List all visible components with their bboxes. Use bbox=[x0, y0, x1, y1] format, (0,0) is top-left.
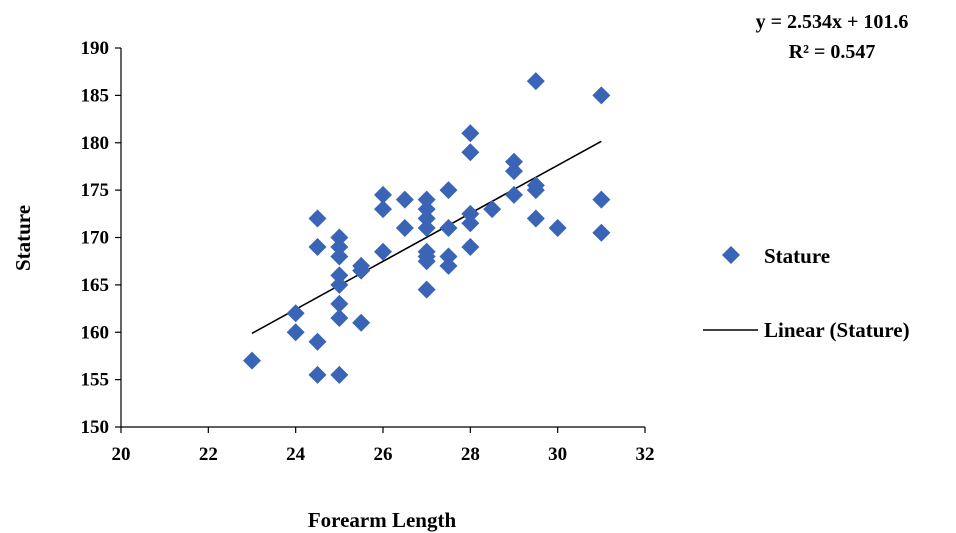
y-tick-label: 180 bbox=[81, 133, 110, 154]
data-point bbox=[243, 351, 261, 370]
legend-item-linear: Linear (Stature) bbox=[703, 318, 910, 342]
legend: Stature Linear (Stature) bbox=[703, 244, 910, 342]
legend-diamond-marker bbox=[722, 246, 740, 264]
y-tick-label: 175 bbox=[81, 180, 110, 201]
data-point bbox=[592, 223, 611, 242]
plot-area: 150 155 160 165 170 175 180 185 190 20 22 24 26 28 30… bbox=[81, 38, 655, 465]
data-points bbox=[243, 72, 611, 384]
data-point bbox=[417, 209, 436, 228]
y-tick-label: 155 bbox=[81, 370, 110, 391]
data-point bbox=[286, 323, 305, 342]
data-point bbox=[286, 304, 305, 323]
data-point bbox=[505, 185, 523, 204]
data-point bbox=[374, 200, 392, 219]
legend-item-stature: Stature bbox=[722, 244, 830, 268]
data-point bbox=[526, 181, 545, 200]
data-point bbox=[308, 209, 327, 228]
data-point bbox=[330, 275, 349, 294]
y-axis-ticks: 150 155 160 165 170 175 180 185 190 bbox=[81, 38, 121, 438]
data-point bbox=[592, 86, 611, 105]
data-point bbox=[330, 266, 349, 285]
data-point bbox=[548, 219, 567, 238]
x-tick-label: 28 bbox=[461, 444, 480, 465]
data-point bbox=[352, 261, 371, 280]
x-tick-label: 26 bbox=[374, 444, 393, 465]
data-point bbox=[330, 228, 349, 247]
data-point bbox=[330, 365, 349, 384]
data-point bbox=[461, 124, 480, 143]
x-axis-title: Forearm Length bbox=[308, 508, 457, 532]
data-point bbox=[461, 214, 480, 233]
data-point bbox=[308, 332, 327, 351]
data-point bbox=[439, 256, 458, 275]
data-point bbox=[439, 181, 458, 200]
data-point bbox=[330, 237, 349, 256]
data-point bbox=[417, 252, 436, 271]
x-tick-label: 20 bbox=[112, 444, 131, 465]
y-tick-label: 190 bbox=[81, 38, 110, 59]
data-point bbox=[505, 152, 523, 171]
legend-label-stature: Stature bbox=[764, 244, 830, 268]
data-point bbox=[330, 294, 349, 313]
trendline bbox=[251, 140, 602, 335]
data-point bbox=[374, 185, 392, 204]
data-point bbox=[308, 237, 327, 256]
data-point bbox=[417, 219, 436, 238]
equation-label: y = 2.534x + 101.6 bbox=[756, 11, 909, 33]
data-point bbox=[526, 209, 545, 228]
x-tick-label: 24 bbox=[286, 444, 306, 465]
legend-label-linear: Linear (Stature) bbox=[764, 318, 910, 342]
data-point bbox=[330, 247, 349, 266]
y-tick-label: 160 bbox=[81, 322, 110, 343]
data-point bbox=[417, 200, 436, 219]
data-point bbox=[439, 219, 458, 238]
data-point bbox=[417, 280, 436, 299]
y-tick-label: 170 bbox=[81, 228, 110, 249]
data-point bbox=[352, 313, 371, 332]
data-point bbox=[461, 237, 480, 256]
y-tick-label: 150 bbox=[81, 417, 110, 438]
data-point bbox=[461, 204, 480, 223]
x-axis-ticks: 20 22 24 26 28 30 32 bbox=[112, 427, 655, 465]
y-tick-label: 165 bbox=[81, 275, 110, 296]
data-point bbox=[461, 143, 480, 162]
data-point bbox=[330, 309, 349, 328]
data-point bbox=[308, 365, 327, 384]
data-point bbox=[395, 219, 414, 238]
r-squared-label: R² = 0.547 bbox=[789, 41, 876, 63]
y-axis-title: Stature bbox=[11, 205, 35, 271]
data-point bbox=[592, 190, 611, 209]
data-point bbox=[374, 242, 392, 261]
data-point bbox=[439, 247, 458, 266]
data-point bbox=[417, 190, 436, 209]
data-point bbox=[483, 200, 502, 219]
data-point bbox=[395, 190, 414, 209]
x-tick-label: 30 bbox=[548, 444, 567, 465]
data-point bbox=[505, 162, 523, 181]
data-point bbox=[526, 72, 545, 91]
trendline-equation: y = 2.534x + 101.6 R² = 0.547 bbox=[756, 11, 909, 63]
y-tick-label: 185 bbox=[81, 85, 110, 106]
x-tick-label: 32 bbox=[636, 444, 655, 465]
x-tick-label: 22 bbox=[199, 444, 218, 465]
